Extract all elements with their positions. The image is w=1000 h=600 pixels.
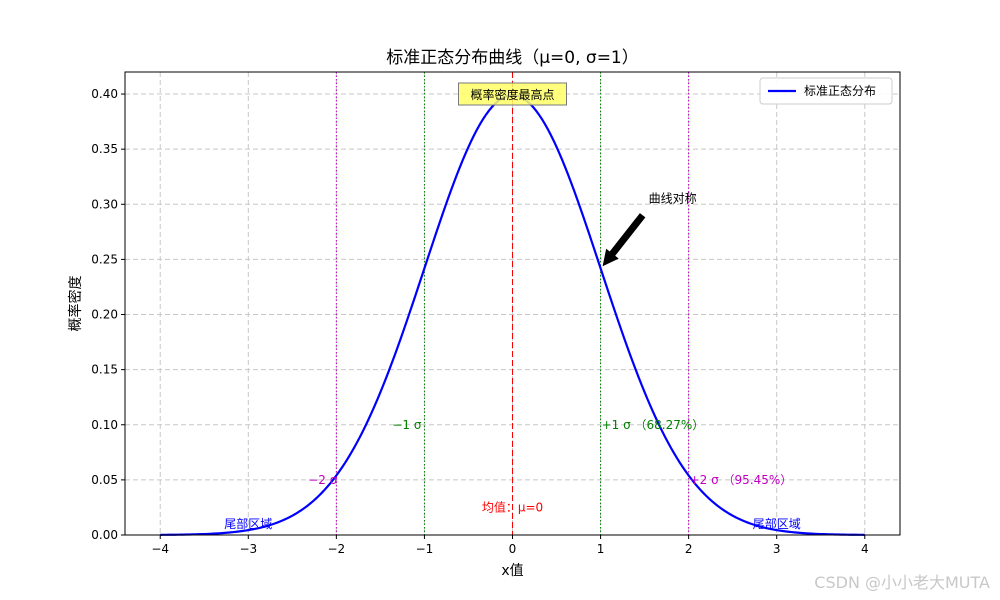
peak-annotation-box xyxy=(458,82,567,106)
plus-2-sigma-label: +2 σ （95.45%） xyxy=(690,473,793,487)
peak-annotation-text: 概率密度最高点 xyxy=(470,87,554,102)
y-tick-label: 0.30 xyxy=(91,197,118,211)
plus-1-sigma-label: +1 σ （68.27%） xyxy=(602,418,705,432)
x-tick-label: 1 xyxy=(597,542,605,556)
minus-1-sigma-label: −1 σ xyxy=(392,418,422,432)
x-tick-label: −3 xyxy=(239,542,257,556)
tick-layer: −4 −3 −2 −1 0 1 2 3 4 0.00 0.05 0.10 0.15 0.20 0.25 0.3… xyxy=(91,87,868,556)
y-tick-label: 0.05 xyxy=(91,473,118,487)
symmetry-annotation-text: 曲线对称 xyxy=(649,191,697,205)
x-tick-label: −2 xyxy=(328,542,346,556)
y-tick-label: 0.15 xyxy=(91,363,118,377)
y-tick-label: 0.35 xyxy=(91,142,118,156)
watermark-text: CSDN @小小老大MUTA xyxy=(814,573,990,592)
right-tail-label: 尾部区域 xyxy=(753,516,801,531)
y-axis-label: 概率密度 xyxy=(67,276,84,332)
x-tick-label: 2 xyxy=(685,542,693,556)
legend: 标准正态分布 xyxy=(759,77,893,105)
y-tick-label: 0.20 xyxy=(91,308,118,322)
minus-2-sigma-label: −2 σ xyxy=(308,473,338,487)
legend-label: 标准正态分布 xyxy=(804,84,876,98)
x-tick-label: −4 xyxy=(151,542,169,556)
mean-label: 均值：μ=0 xyxy=(482,499,543,514)
x-tick-label: 3 xyxy=(773,542,781,556)
y-tick-label: 0.10 xyxy=(91,418,118,432)
y-tick-label: 0.00 xyxy=(91,528,118,542)
x-tick-label: 0 xyxy=(509,542,517,556)
x-tick-label: 4 xyxy=(861,542,869,556)
legend-box xyxy=(759,77,893,105)
left-tail-label: 尾部区域 xyxy=(224,516,272,531)
x-tick-label: −1 xyxy=(416,542,434,556)
symmetry-arrow xyxy=(602,213,646,267)
reference-lines-layer xyxy=(335,72,690,535)
chart-title: 标准正态分布曲线（μ=0, σ=1） xyxy=(386,48,639,68)
y-tick-label: 0.25 xyxy=(91,252,118,266)
y-tick-label: 0.40 xyxy=(91,87,118,101)
x-axis-label: x值 xyxy=(501,563,523,579)
